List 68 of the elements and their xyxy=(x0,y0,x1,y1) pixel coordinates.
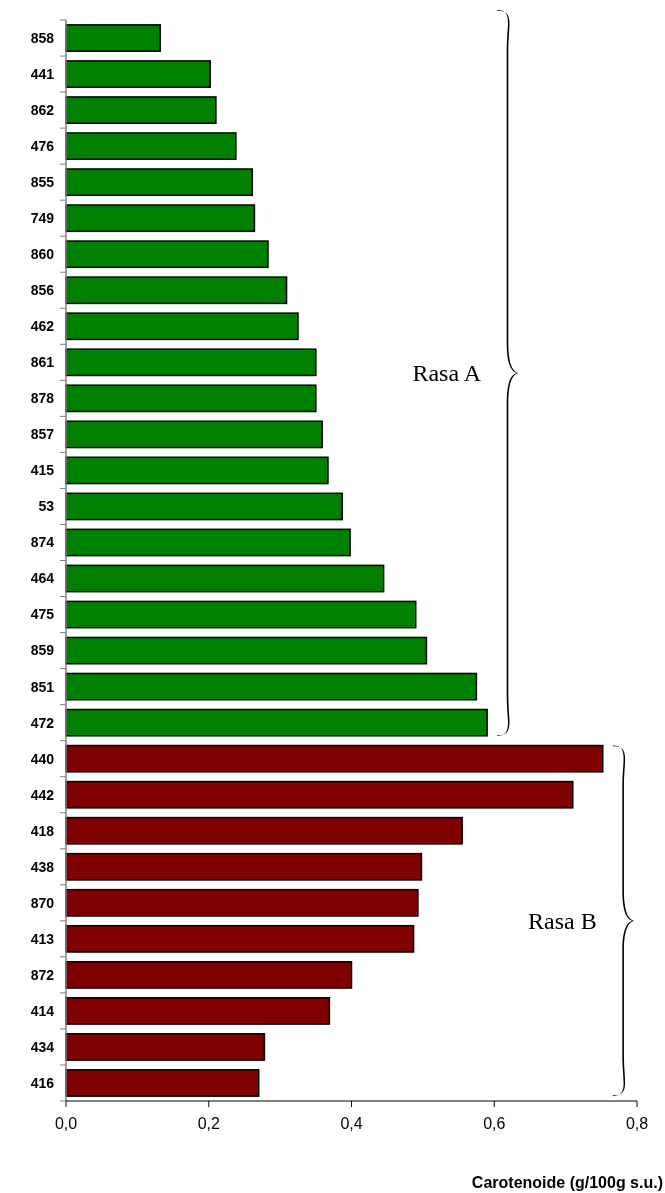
y-tick-label: 440 xyxy=(30,750,55,767)
y-tick-label: 856 xyxy=(30,282,55,299)
bar xyxy=(65,204,256,233)
y-tick-label: 870 xyxy=(30,894,55,911)
bar xyxy=(65,564,385,593)
y-tick-label: 855 xyxy=(30,174,55,191)
bar xyxy=(65,492,343,521)
y-tick-label: 415 xyxy=(30,462,55,479)
y-tick-label: 874 xyxy=(30,534,55,551)
bar xyxy=(65,240,269,269)
y-tick-label: 434 xyxy=(30,1038,55,1055)
y-tick-label: 413 xyxy=(30,930,55,947)
y-tick-label: 872 xyxy=(30,966,55,983)
bar xyxy=(65,744,604,773)
y-tick-label: 462 xyxy=(30,318,55,335)
x-tick-label: 0,6 xyxy=(483,1115,506,1132)
x-axis-title: Carotenoide (g/100g s.u.) xyxy=(471,1174,663,1191)
bar xyxy=(65,420,323,449)
bar xyxy=(65,456,329,485)
x-tick-label: 0,0 xyxy=(54,1115,78,1132)
bar xyxy=(65,960,353,989)
bar xyxy=(65,708,488,737)
y-tick-label: 472 xyxy=(30,714,55,731)
bar xyxy=(65,528,351,557)
y-tick-label: 858 xyxy=(30,29,55,46)
y-tick-label: 475 xyxy=(30,606,55,623)
y-tick-label: 749 xyxy=(30,210,55,227)
bar xyxy=(65,384,317,413)
y-tick-label: 464 xyxy=(30,570,55,587)
bar xyxy=(65,600,417,629)
bar xyxy=(65,168,254,197)
annotation: Rasa A xyxy=(412,360,482,387)
y-tick-label: 442 xyxy=(30,786,55,803)
bar xyxy=(65,888,419,917)
bar xyxy=(65,636,428,665)
y-tick-label: 476 xyxy=(30,138,55,155)
y-tick-label: 418 xyxy=(30,822,55,839)
bar xyxy=(65,312,299,341)
bar xyxy=(65,1069,260,1097)
annotation: Rasa B xyxy=(528,908,597,935)
bar xyxy=(65,672,478,701)
y-tick-label: 851 xyxy=(30,678,55,695)
y-tick-label: 53 xyxy=(38,498,55,515)
x-tick-label: 0,2 xyxy=(197,1115,220,1132)
bar xyxy=(65,132,237,161)
y-tick-label: 414 xyxy=(30,1002,55,1019)
bar xyxy=(65,997,331,1025)
y-tick-label: 438 xyxy=(30,858,55,875)
y-tick-label: 861 xyxy=(30,354,55,371)
bar xyxy=(65,24,161,52)
bar xyxy=(65,816,463,845)
bar xyxy=(65,780,574,809)
y-tick-label: 862 xyxy=(30,101,55,118)
bar xyxy=(65,1033,266,1061)
bar xyxy=(65,276,288,305)
y-tick-label: 860 xyxy=(30,246,55,263)
y-tick-label: 416 xyxy=(30,1074,55,1091)
x-tick-label: 0,4 xyxy=(340,1115,363,1132)
bar xyxy=(65,852,423,881)
bar xyxy=(65,924,415,953)
x-tick-label: 0,8 xyxy=(625,1115,649,1132)
bar xyxy=(65,96,217,124)
y-tick-label: 441 xyxy=(30,65,55,82)
y-tick-label: 859 xyxy=(30,642,55,659)
bar xyxy=(65,348,317,377)
y-tick-label: 857 xyxy=(30,426,55,443)
bar xyxy=(65,60,211,88)
y-tick-label: 878 xyxy=(30,390,55,407)
